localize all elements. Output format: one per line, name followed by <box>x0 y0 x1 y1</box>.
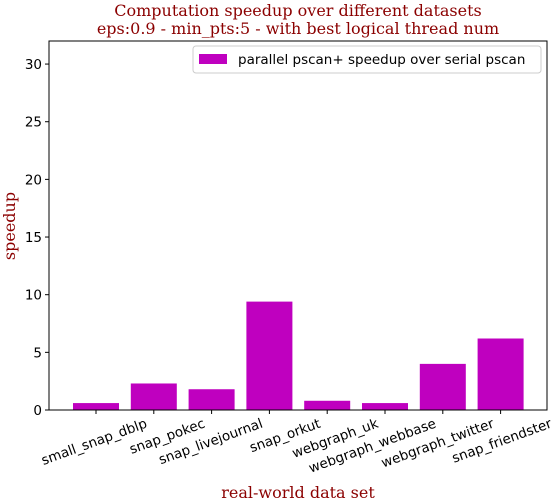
bar-webgraph_uk <box>304 400 351 410</box>
bar-webgraph_webbase <box>362 403 408 410</box>
chart-title-line1: Computation speedup over different datas… <box>114 1 481 20</box>
legend-box <box>192 45 542 74</box>
y-tick-label: 30 <box>25 57 42 73</box>
bar-small_snap_dblp <box>73 403 119 410</box>
legend-swatch <box>199 54 227 64</box>
y-tick-label: 10 <box>25 288 42 304</box>
bar-snap_orkut <box>246 301 293 410</box>
x-axis-ticks: small_snap_dblpsnap_pokecsnap_livejourna… <box>39 410 553 477</box>
y-tick-label: 15 <box>25 230 42 246</box>
legend-label: parallel pscan+ speedup over serial psca… <box>238 52 525 68</box>
bars-group <box>73 301 524 410</box>
x-axis-label: real-world data set <box>221 483 375 502</box>
bar-webgraph_twitter <box>419 363 466 410</box>
y-tick-label: 20 <box>25 172 42 188</box>
bar-snap_livejournal <box>188 389 235 410</box>
y-axis-ticks: 0 5 10 15 20 25 30 <box>25 57 49 419</box>
bar-snap_friendster <box>477 338 524 410</box>
chart-title-line2: eps:0.9 - min_pts:5 - with best logical … <box>97 19 499 38</box>
plot-frame <box>48 40 548 411</box>
bar-snap_pokec <box>130 383 177 410</box>
legend: parallel pscan+ speedup over serial psca… <box>192 45 542 74</box>
y-axis-label: speedup <box>0 192 19 260</box>
y-tick-label: 5 <box>33 345 42 361</box>
y-tick-label: 0 <box>33 403 42 419</box>
y-tick-label: 25 <box>25 115 42 131</box>
